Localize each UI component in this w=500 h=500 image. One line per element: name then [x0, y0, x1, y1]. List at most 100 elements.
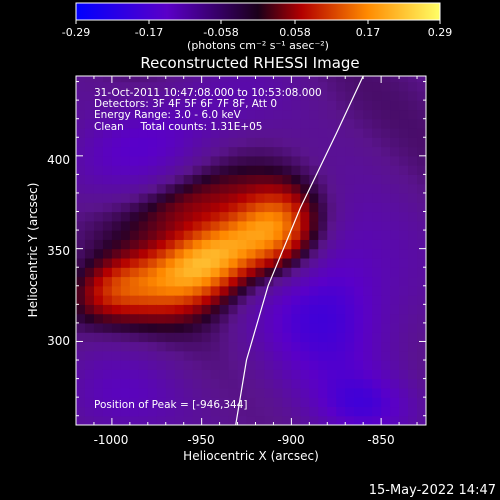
chart-title: Reconstructed RHESSI Image — [140, 54, 359, 72]
heatmap-cell — [354, 137, 364, 148]
heatmap-cell — [408, 378, 418, 389]
heatmap-cell — [93, 174, 104, 185]
heatmap-cell — [246, 397, 257, 408]
heatmap-cell — [156, 415, 167, 425]
heatmap-cell — [147, 332, 158, 343]
heatmap-cell — [237, 192, 248, 203]
heatmap-cell — [120, 239, 131, 250]
heatmap-cell — [201, 239, 212, 250]
heatmap-cell — [417, 341, 426, 352]
heatmap-cell — [255, 81, 266, 92]
heatmap-cell — [417, 360, 426, 370]
heatmap-cell — [102, 211, 113, 222]
heatmap-cell — [246, 415, 257, 425]
heatmap-cell — [336, 369, 346, 380]
heatmap-cell — [237, 304, 248, 315]
heatmap-cell — [210, 109, 221, 120]
heatmap-cell — [336, 322, 346, 333]
colorbar-units: (photons cm⁻² s⁻¹ asec⁻²) — [187, 39, 329, 52]
heatmap-cell — [147, 248, 158, 259]
heatmap-cell — [372, 406, 382, 417]
heatmap-cell — [76, 360, 86, 370]
heatmap-cell — [255, 415, 266, 425]
heatmap-cell — [210, 230, 221, 240]
heatmap-cell — [147, 211, 158, 222]
heatmap-cell — [102, 360, 113, 370]
heatmap-cell — [264, 332, 275, 343]
heatmap-cell — [201, 378, 212, 389]
heatmap-cell — [120, 360, 131, 370]
heatmap-cell — [345, 257, 355, 268]
heatmap-cell — [165, 415, 176, 425]
heatmap-cell — [129, 341, 140, 352]
heatmap-cell — [156, 332, 167, 343]
heatmap-cell — [111, 415, 122, 425]
heatmap-cell — [183, 109, 194, 120]
heatmap-cell — [327, 295, 337, 305]
heatmap-cell — [165, 192, 176, 203]
heatmap-cell — [219, 313, 230, 324]
heatmap-cell — [129, 415, 140, 425]
heatmap-cell — [327, 276, 337, 287]
heatmap-cell — [192, 118, 203, 129]
heatmap-cell — [237, 387, 248, 398]
heatmap-cell — [147, 406, 158, 417]
heatmap-cell — [390, 295, 400, 305]
heatmap-cell — [201, 397, 212, 408]
heatmap-cell — [210, 295, 221, 305]
heatmap-cell — [93, 360, 104, 370]
heatmap-cell — [120, 202, 131, 213]
heatmap-cell — [129, 76, 140, 83]
heatmap-cell — [399, 285, 409, 296]
heatmap-cell — [219, 378, 230, 389]
heatmap-cell — [147, 127, 158, 138]
heatmap-cell — [183, 118, 194, 129]
heatmap-cell — [291, 295, 301, 305]
heatmap-cell — [255, 239, 266, 250]
heatmap-cell — [93, 322, 104, 333]
heatmap-cell — [156, 174, 167, 185]
heatmap-cell — [84, 192, 95, 203]
heatmap-cell — [147, 220, 158, 231]
heatmap-cell — [228, 332, 239, 343]
heatmap-cell — [264, 304, 275, 315]
heatmap-cell — [390, 276, 400, 287]
heatmap-cell — [129, 183, 140, 194]
heatmap-cell — [381, 304, 391, 315]
heatmap-cell — [345, 239, 355, 250]
heatmap-cell — [408, 285, 418, 296]
heatmap-cell — [111, 276, 122, 287]
heatmap-cell — [354, 415, 364, 425]
heatmap-cell — [417, 285, 426, 296]
heatmap-cell — [381, 257, 391, 268]
heatmap-cell — [282, 192, 292, 203]
heatmap-cell — [237, 332, 248, 343]
heatmap-cell — [345, 137, 355, 148]
heatmap-cell — [111, 341, 122, 352]
heatmap-cell — [138, 257, 149, 268]
heatmap-cell — [165, 341, 176, 352]
heatmap-cell — [300, 304, 310, 315]
heatmap-cell — [381, 174, 391, 185]
heatmap-cell — [219, 267, 230, 278]
heatmap-cell — [138, 155, 149, 166]
heatmap-cell — [129, 350, 140, 361]
heatmap-cell — [147, 155, 158, 166]
heatmap-cell — [300, 267, 310, 278]
heatmap-cell — [300, 137, 310, 148]
heatmap-cell — [255, 332, 266, 343]
heatmap-cell — [174, 155, 185, 166]
heatmap-cell — [138, 369, 149, 380]
heatmap-cell — [363, 230, 373, 240]
heatmap-cell — [192, 90, 203, 101]
heatmap-cell — [417, 239, 426, 250]
heatmap-cell — [264, 406, 275, 417]
heatmap-cell — [372, 81, 382, 92]
heatmap-cell — [111, 81, 122, 92]
heatmap-cell — [219, 322, 230, 333]
heatmap-cell — [147, 174, 158, 185]
heatmap-cell — [76, 100, 86, 111]
heatmap-cell — [201, 285, 212, 296]
heatmap-cell — [354, 360, 364, 370]
heatmap-cell — [84, 350, 95, 361]
